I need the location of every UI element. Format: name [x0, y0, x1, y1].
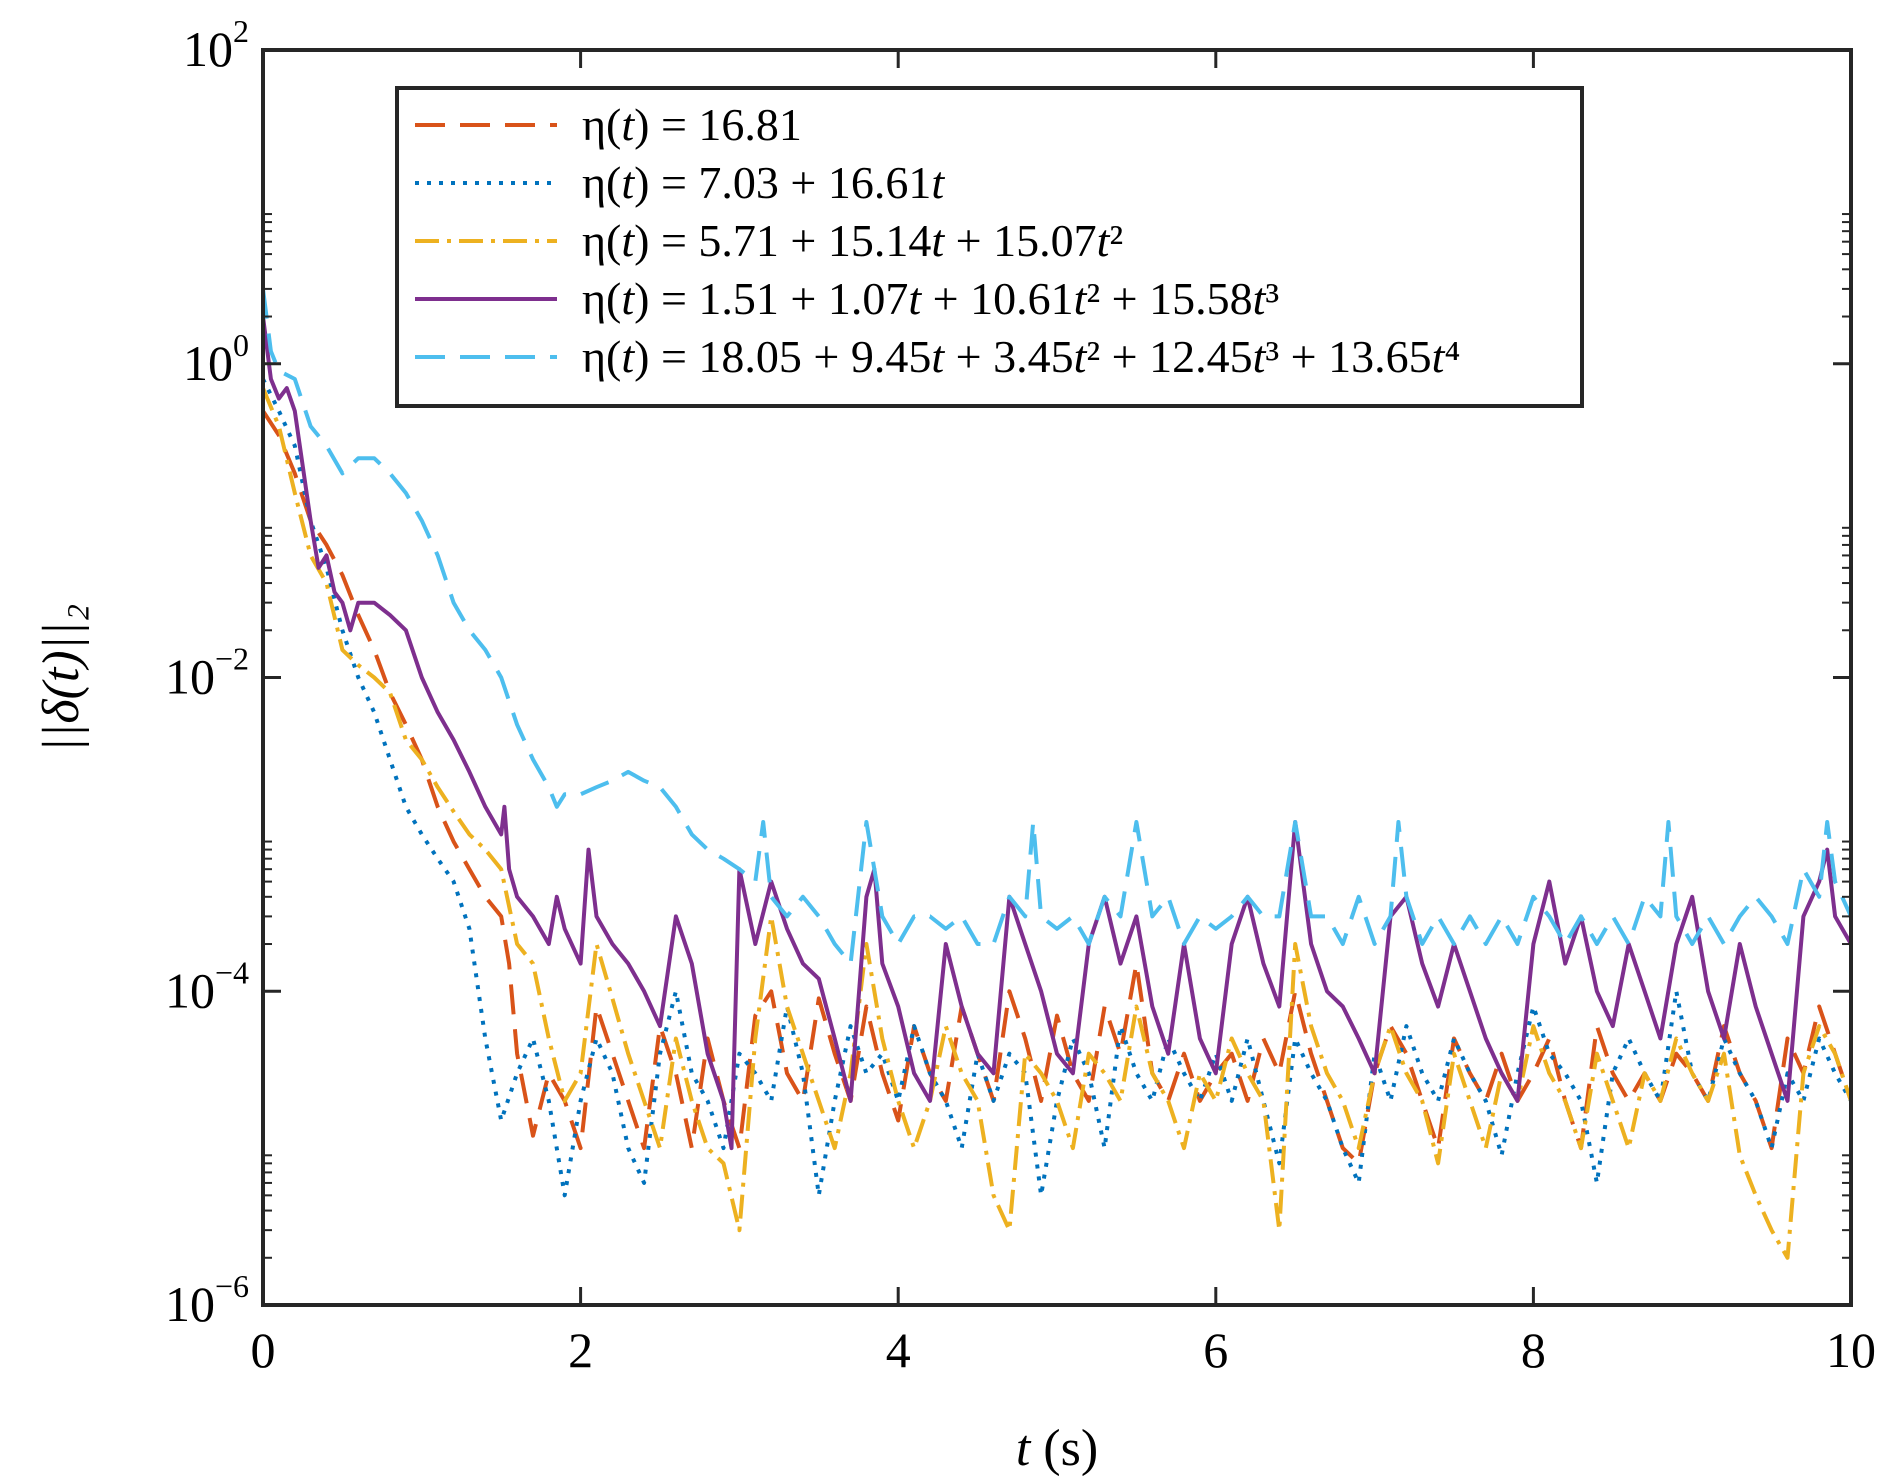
- x-tick-label: 0: [251, 1322, 276, 1378]
- y-tick-label: 10−6: [165, 1268, 249, 1332]
- series-line-1: [263, 409, 1851, 1166]
- x-tick-label: 10: [1826, 1322, 1876, 1378]
- legend-label: η(t) = 7.03 + 16.61t: [582, 157, 945, 208]
- legend-label: η(t) = 18.05 + 9.45t + 3.45t² + 12.45t³ …: [582, 331, 1460, 382]
- x-tick-label: 4: [886, 1322, 911, 1378]
- legend-box: [395, 86, 1584, 408]
- x-tick-label: 6: [1203, 1322, 1228, 1378]
- series-line-5: [263, 288, 1851, 966]
- x-tick-label: 2: [568, 1322, 593, 1378]
- legend: η(t) = 16.81 η(t) = 7.03 + 16.61t η(t) = 5…: [395, 86, 1584, 408]
- series-layer: [263, 288, 1851, 1260]
- x-axis-label: t (s): [1016, 1420, 1098, 1477]
- legend-label: η(t) = 16.81: [582, 99, 802, 150]
- legend-label: η(t) = 5.71 + 15.14t + 15.07t²: [582, 215, 1123, 266]
- y-axis-label: ||δ(t)||₂: [33, 604, 90, 753]
- series-line-4: [263, 316, 1851, 1151]
- y-tick-label: 10−2: [165, 641, 249, 705]
- legend-label: η(t) = 1.51 + 1.07t + 10.61t² + 15.58t³: [582, 273, 1279, 324]
- x-tick-label: 8: [1521, 1322, 1546, 1378]
